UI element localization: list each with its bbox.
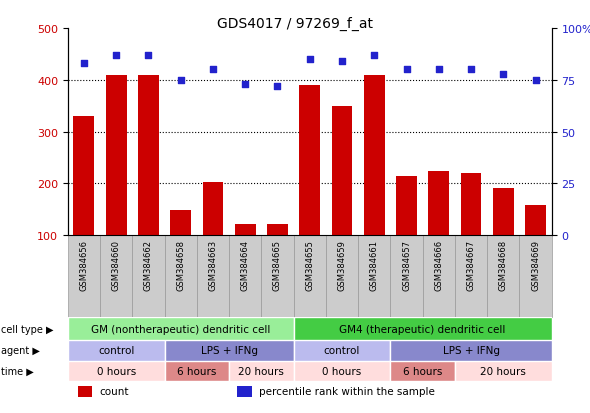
Text: GSM384667: GSM384667 [467,240,476,291]
Bar [77,386,92,397]
Bar [68,340,165,361]
Point [531,77,540,84]
Text: LPS + IFNg: LPS + IFNg [442,346,500,356]
Text: control: control [98,346,135,356]
Text: GSM384657: GSM384657 [402,240,411,291]
Text: GSM384656: GSM384656 [80,240,88,291]
Bar [68,317,294,340]
Text: GSM384655: GSM384655 [305,240,314,291]
Bar [364,76,385,236]
Bar [68,236,100,317]
Text: GM4 (therapeutic) dendritic cell: GM4 (therapeutic) dendritic cell [339,324,506,334]
Text: GSM384665: GSM384665 [273,240,282,291]
Bar [358,236,391,317]
Point [241,81,250,88]
Point [79,61,88,67]
Bar [391,340,552,361]
Bar [106,76,127,236]
Bar [267,224,288,236]
Bar [171,211,191,236]
Bar [519,236,552,317]
Bar [197,236,229,317]
Bar [132,236,165,317]
Bar [422,236,455,317]
Point [402,67,411,74]
Bar [299,86,320,236]
Text: GSM384661: GSM384661 [370,240,379,291]
Text: 20 hours: 20 hours [238,366,284,376]
Bar [261,236,294,317]
Text: GSM384662: GSM384662 [144,240,153,291]
Text: 0 hours: 0 hours [322,366,362,376]
Bar [294,361,391,382]
Point [273,83,282,90]
Point [337,59,347,65]
Point [369,52,379,59]
Bar [202,183,224,236]
Bar [455,361,552,382]
Bar [396,176,417,236]
Bar [229,236,261,317]
Bar [235,224,255,236]
Bar [455,236,487,317]
Bar [74,117,94,236]
Bar [294,340,391,361]
Point [144,52,153,59]
Point [434,67,444,74]
Bar [138,76,159,236]
Text: GSM384658: GSM384658 [176,240,185,291]
Point [466,67,476,74]
Text: cell type ▶: cell type ▶ [1,324,54,334]
Bar [391,361,455,382]
Bar [294,317,552,340]
Bar [493,188,514,236]
Bar [326,236,358,317]
Text: GSM384664: GSM384664 [241,240,250,291]
Text: GDS4017 / 97269_f_at: GDS4017 / 97269_f_at [217,17,373,31]
Text: 20 hours: 20 hours [480,366,526,376]
Text: percentile rank within the sample: percentile rank within the sample [259,386,435,396]
Point [499,71,508,78]
Bar [68,361,165,382]
Text: GSM384668: GSM384668 [499,240,508,291]
Text: time ▶: time ▶ [1,366,34,376]
Point [305,57,314,63]
Text: 0 hours: 0 hours [97,366,136,376]
Text: control: control [324,346,360,356]
Text: GSM384659: GSM384659 [337,240,346,291]
Text: GSM384669: GSM384669 [531,240,540,291]
Bar [229,361,294,382]
Bar [332,107,352,236]
Bar [391,236,422,317]
Bar [525,206,546,236]
Bar [100,236,132,317]
Bar [165,236,197,317]
Point [112,52,121,59]
Bar [237,386,252,397]
Text: GSM384663: GSM384663 [208,240,218,291]
Point [208,67,218,74]
Text: GM (nontherapeutic) dendritic cell: GM (nontherapeutic) dendritic cell [91,324,270,334]
Text: count: count [99,386,129,396]
Text: 6 hours: 6 hours [403,366,442,376]
Text: 6 hours: 6 hours [177,366,217,376]
Bar [294,236,326,317]
Text: GSM384660: GSM384660 [112,240,121,291]
Bar [428,171,449,236]
Bar [165,340,294,361]
Bar [487,236,519,317]
Text: LPS + IFNg: LPS + IFNg [201,346,258,356]
Bar [461,174,481,236]
Point [176,77,185,84]
Text: GSM384666: GSM384666 [434,240,443,291]
Text: agent ▶: agent ▶ [1,346,40,356]
Bar [165,361,229,382]
